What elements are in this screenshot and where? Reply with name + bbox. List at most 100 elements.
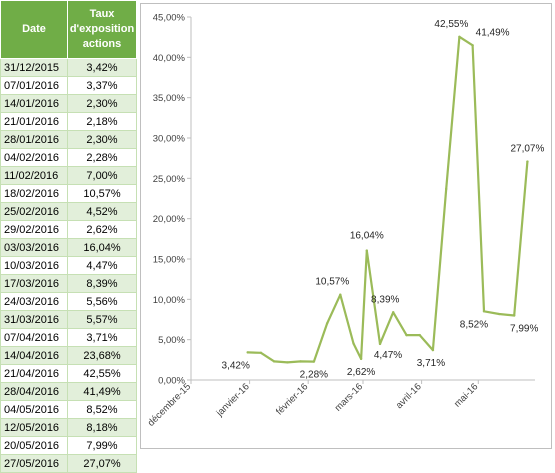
data-label: 27,07%	[510, 144, 544, 155]
table-header-row: Date Taux d'exposition actions	[0, 0, 137, 59]
y-tick-label: 35,00%	[153, 93, 186, 104]
row-exposure-cell: 41,49%	[67, 382, 137, 401]
y-tick-label: 40,00%	[153, 53, 186, 64]
row-exposure-cell: 27,07%	[67, 454, 137, 473]
data-point	[272, 360, 276, 363]
data-label: 41,49%	[476, 27, 510, 38]
y-tick-label: 30,00%	[153, 134, 186, 145]
row-date-cell: 28/04/2016	[0, 382, 68, 401]
table-row: 21/01/2016 2,18%	[0, 112, 137, 131]
data-label: 42,55%	[434, 19, 468, 30]
row-exposure-cell: 4,47%	[67, 256, 137, 275]
row-date-cell: 12/05/2016	[0, 418, 68, 437]
y-tick-label: 10,00%	[153, 295, 186, 306]
data-label: 10,57%	[315, 277, 349, 288]
row-date-cell: 18/02/2016	[0, 184, 68, 203]
table-row: 10/03/2016 4,47%	[0, 256, 137, 275]
data-point	[392, 311, 395, 314]
row-exposure-cell: 10,57%	[67, 184, 137, 203]
row-date-cell: 31/12/2015	[0, 58, 68, 77]
table-row: 21/04/2016 42,55%	[0, 364, 137, 383]
data-point	[482, 310, 486, 313]
data-point	[325, 322, 329, 325]
row-date-cell: 25/02/2016	[0, 202, 68, 221]
row-date-cell: 21/04/2016	[0, 364, 68, 383]
table-row: 27/05/2016 27,07%	[0, 454, 137, 473]
table-body: 31/12/2015 3,42% 07/01/2016 3,37% 14/01/2016…	[0, 58, 137, 473]
row-date-cell: 24/03/2016	[0, 292, 68, 311]
table-row: 31/03/2016 5,57%	[0, 310, 137, 329]
data-point	[299, 360, 302, 363]
row-exposure-cell: 23,68%	[67, 346, 137, 365]
row-date-cell: 28/01/2016	[0, 130, 68, 149]
row-date-cell: 20/05/2016	[0, 436, 68, 455]
x-tick-label: décembre-15	[146, 381, 193, 428]
table-row: 14/01/2016 2,30%	[0, 94, 137, 113]
x-tick-label: avril-16	[394, 381, 424, 411]
data-label: 4,47%	[374, 350, 402, 361]
data-point	[444, 187, 448, 191]
row-date-cell: 17/03/2016	[0, 274, 68, 293]
row-exposure-cell: 8,39%	[67, 274, 137, 293]
row-date-cell: 21/01/2016	[0, 112, 68, 131]
table-row: 31/12/2015 3,42%	[0, 58, 137, 77]
x-tick-label: mars-16	[333, 381, 365, 413]
row-exposure-cell: 4,52%	[67, 202, 137, 221]
row-exposure-cell: 8,18%	[67, 418, 137, 437]
row-exposure-cell: 5,56%	[67, 292, 137, 311]
row-exposure-cell: 3,71%	[67, 328, 137, 347]
data-point	[359, 357, 363, 361]
data-point	[418, 333, 421, 337]
row-date-cell: 11/02/2016	[0, 166, 68, 185]
row-exposure-cell: 7,99%	[67, 436, 137, 455]
x-tick-label: mai-16	[452, 381, 480, 409]
data-point	[497, 312, 501, 316]
table-row: 07/04/2016 3,71%	[0, 328, 137, 347]
table-row: 28/04/2016 41,49%	[0, 382, 137, 401]
data-label: 8,39%	[371, 294, 399, 305]
y-tick-label: 15,00%	[153, 255, 186, 266]
row-exposure-cell: 2,62%	[67, 220, 137, 239]
y-tick-label: 5,00%	[158, 335, 185, 346]
data-point	[526, 160, 529, 163]
data-label: 3,42%	[222, 360, 250, 371]
table-row: 14/04/2016 23,68%	[0, 346, 137, 365]
row-date-cell: 31/03/2016	[0, 310, 68, 329]
x-tick-label: février-16	[274, 381, 310, 417]
row-date-cell: 14/01/2016	[0, 94, 68, 113]
row-exposure-cell: 3,42%	[67, 58, 137, 77]
data-label: 2,28%	[300, 370, 328, 381]
row-exposure-cell: 42,55%	[67, 364, 137, 383]
table-row: 04/02/2016 2,28%	[0, 148, 137, 167]
data-label: 7,99%	[510, 324, 538, 335]
table-row: 03/03/2016 16,04%	[0, 238, 137, 257]
table-row: 04/05/2016 8,52%	[0, 400, 137, 419]
data-point	[246, 351, 249, 354]
row-date-cell: 07/01/2016	[0, 76, 68, 95]
row-exposure-cell: 8,52%	[67, 400, 137, 419]
row-date-cell: 03/03/2016	[0, 238, 68, 257]
header-date: Date	[0, 0, 68, 59]
row-exposure-cell: 3,37%	[67, 76, 137, 95]
row-date-cell: 27/05/2016	[0, 454, 68, 473]
exposure-data-table-panel: Date Taux d'exposition actions 31/12/201…	[0, 0, 137, 473]
data-point	[405, 333, 408, 337]
data-label: 16,04%	[350, 231, 384, 242]
table-row: 20/05/2016 7,99%	[0, 436, 137, 455]
row-exposure-cell: 2,18%	[67, 112, 137, 131]
exposure-data-table: Date Taux d'exposition actions 31/12/201…	[0, 0, 137, 473]
table-row: 07/01/2016 3,37%	[0, 76, 137, 95]
y-tick-label: 45,00%	[153, 13, 186, 24]
row-date-cell: 10/03/2016	[0, 256, 68, 275]
row-date-cell: 14/04/2016	[0, 346, 68, 365]
data-point	[431, 348, 435, 352]
data-point	[352, 342, 355, 345]
y-tick-label: 20,00%	[153, 214, 186, 225]
row-exposure-cell: 16,04%	[67, 238, 137, 257]
exposure-series-line	[246, 35, 529, 364]
row-date-cell: 29/02/2016	[0, 220, 68, 239]
row-date-cell: 07/04/2016	[0, 328, 68, 347]
table-row: 17/03/2016 8,39%	[0, 274, 137, 293]
table-row: 11/02/2016 7,00%	[0, 166, 137, 185]
exposure-line-chart: 0,00% 5,00% 10,00% 15,00% 20,00% 25,00% 30,00%…	[146, 13, 545, 429]
